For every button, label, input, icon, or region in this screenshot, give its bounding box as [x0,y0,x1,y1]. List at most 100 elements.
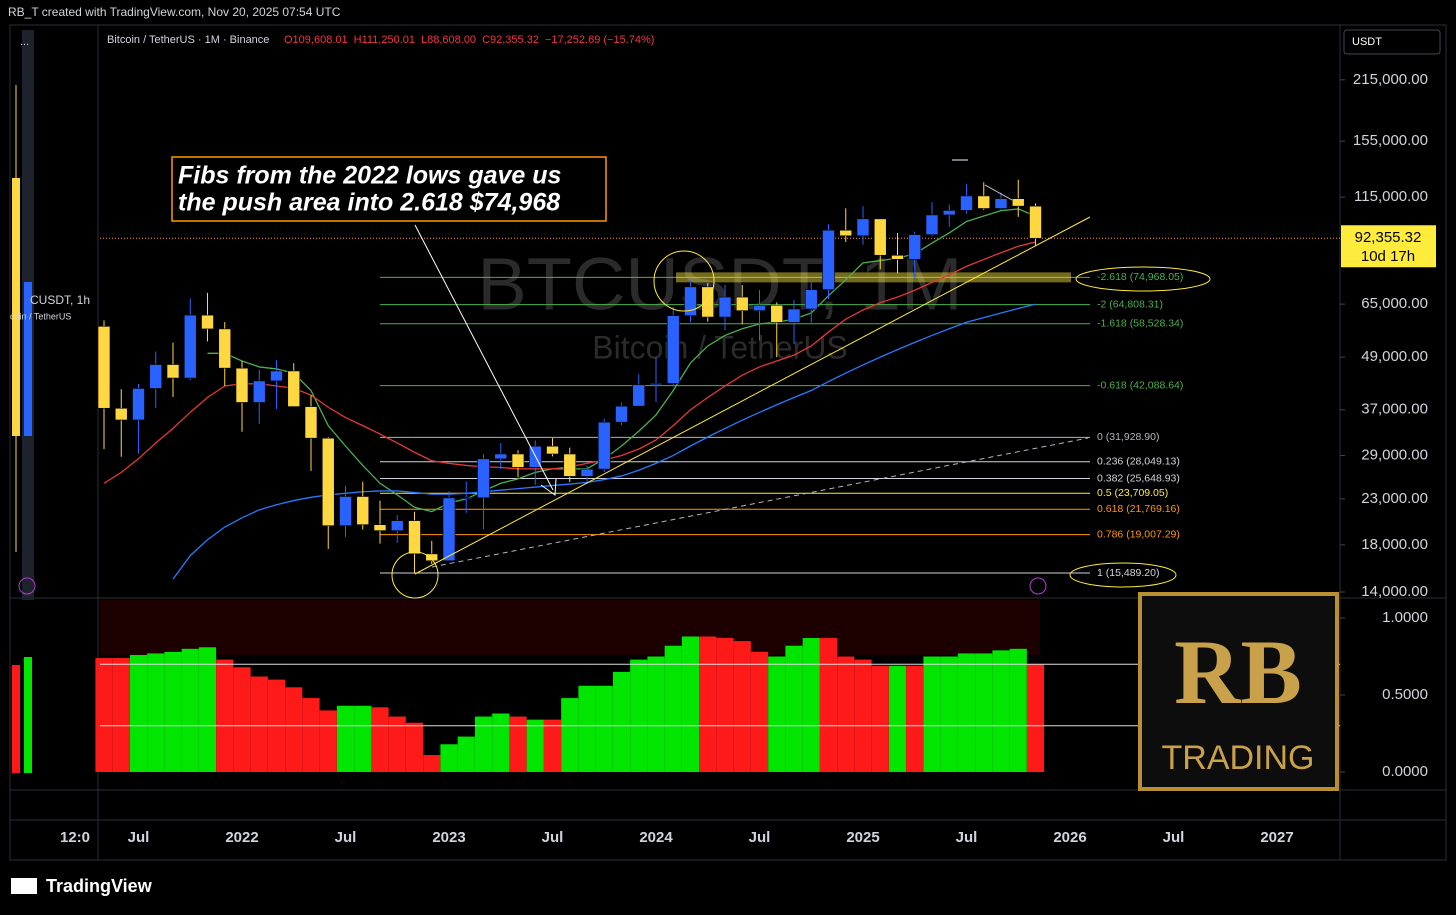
ohlc: O109,608.01 H111,250.01 L88,608.00 C92,355.… [284,34,654,46]
oscillator-bar [526,719,544,772]
x-tick-label: 2027 [1260,829,1293,846]
candle-body [735,296,749,311]
candle-body [718,296,732,318]
y-tick-label: 23,000.00 [1361,490,1428,507]
oscillator-bar [388,716,406,772]
candle-body [891,254,904,260]
y-tick-label: 14,000.00 [1361,583,1428,600]
highlight-band [676,272,1071,283]
symbol-info: Bitcoin / TetherUS · 1M · Binance [107,34,269,46]
oscillator-bar [423,755,441,772]
candle-body [287,370,301,407]
oscillator-bar [957,653,976,772]
x-tick-label: Jul [956,829,978,846]
mini-bar [24,657,32,773]
mini-candle [24,282,32,436]
candle-body [390,520,404,531]
oscillator-bar [285,687,303,772]
oscillator-bar [664,645,682,772]
oscillator-bar [612,671,631,772]
oscillator-bar [492,713,510,772]
oscillator-bar [371,707,389,772]
candle-body [873,218,887,256]
trend-line [984,184,1013,201]
oscillator-bar [992,650,1010,772]
x-tick-label: Jul [542,829,564,846]
mini-bar [12,665,20,773]
oscillator-bar [95,658,113,772]
candle-body [166,364,180,379]
alert-icon[interactable] [18,577,36,595]
candle-body [839,229,853,237]
highlight-circle [391,551,439,599]
candle-body [252,380,266,403]
y-tick-label: 49,000.00 [1361,348,1428,365]
footer-brand: TradingView [46,876,153,896]
x-tick-label: Jul [1163,829,1185,846]
oscillator-bar [457,736,475,772]
candle-body [132,388,145,421]
candle-body [1029,205,1042,239]
y-tick-label: 155,000.00 [1353,132,1428,149]
fib-label: 0.382 (25,648.93) [1097,472,1180,484]
candle-body [649,383,663,386]
logo-frame [1138,592,1339,791]
highlight-circle [653,250,715,312]
candle-body [666,315,680,384]
candle-body [183,314,197,379]
candle-body [218,328,232,369]
oscillator-bar [699,636,717,772]
oscillator-bar [819,638,838,772]
moving-average [172,303,1036,580]
mini-candle [12,178,20,436]
fib-label: -2.618 (74,968.05) [1097,271,1183,283]
oscillator-bar [1009,648,1027,772]
candle-body [563,453,577,477]
x-tick-label: Jul [749,829,771,846]
plot-layer: Jul 2022 Jul 2023 Jul 2024 Jul 2025 Jul 2026 Jul 20… [95,71,1436,846]
alert-icon[interactable] [1029,577,1047,595]
oscillator-bar [474,716,493,772]
oscillator-bar [440,744,458,772]
oscillator-bar [871,665,889,772]
candle-body [684,286,697,316]
oscillator-bar [854,659,872,772]
oscillator-bar [785,645,803,772]
fib-label: -0.618 (42,088.64) [1097,379,1183,391]
fib-label: -2 (64,808.31) [1097,298,1163,310]
oscillator-bar [681,636,700,772]
oscillator-bar [181,648,199,772]
currency-button[interactable] [1343,29,1441,55]
candle-body [114,407,128,421]
oscillator-bar [578,685,596,772]
candle-body [632,384,646,407]
candle-body [149,364,163,389]
x-tick-label: 2025 [846,829,879,846]
ohlc-value: −17,252.69 (−15.74%) [545,34,654,46]
last-price-label: 92,355.32 [1355,229,1422,246]
oscillator-bar [733,641,751,772]
candle-body [304,406,318,439]
credit: RB_T created with TradingView.com, Nov 2… [8,5,341,19]
candle-body [856,218,870,237]
callout-arrow [414,224,554,491]
watermark-name: Bitcoin / TetherUS [592,329,848,365]
candle-body [960,195,973,211]
menu[interactable]: ... [20,36,29,48]
y-tick-label: 1.0000 [1382,609,1428,626]
mini-time: 12:0 [60,829,90,846]
candle-body [804,289,818,310]
trend-line [414,216,1091,575]
oscillator-bar [1026,664,1045,772]
candle-body [425,553,439,562]
oscillator-bar [630,659,648,772]
candle-body [339,496,352,526]
ohlc-value: L88,608.00 [421,34,476,46]
mini-symbol: CUSDT, 1h [30,293,90,307]
candle-body [925,214,939,235]
fib-label: -1.618 (58,528.34) [1097,318,1183,330]
candle-body [477,458,490,499]
candle-body [770,304,784,323]
countdown: 10d 17h [1361,248,1415,265]
oscillator-bar [216,659,234,772]
